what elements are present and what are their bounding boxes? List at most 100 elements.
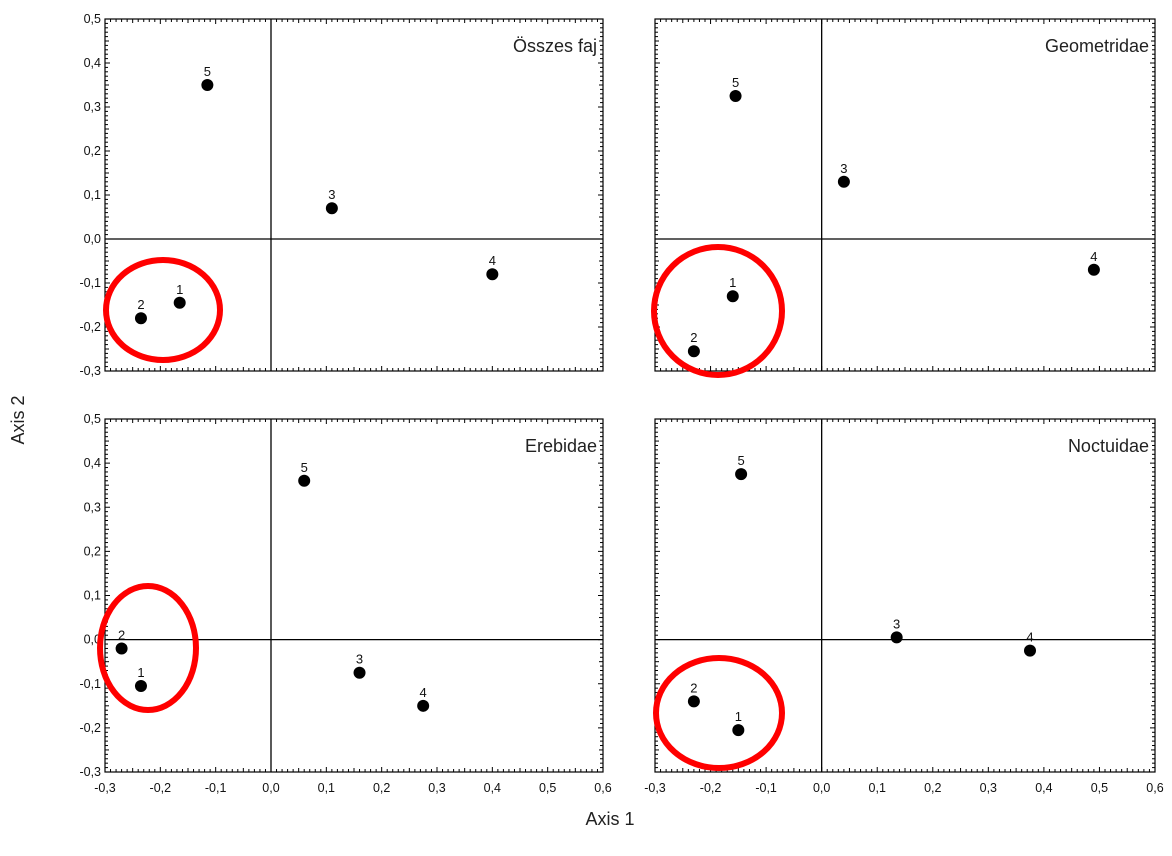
x-tick-label: 0,1 [318, 781, 335, 795]
data-point-1 [726, 290, 739, 303]
highlight-ellipse [653, 655, 785, 771]
panel-title: Noctuidae [1068, 436, 1149, 456]
data-point-5 [735, 468, 748, 481]
point-label-4: 4 [1026, 630, 1033, 645]
chart-panel-2: Geometridae 1 2 3 4 5 [651, 18, 1156, 378]
y-tick-label: 0,5 [84, 412, 101, 426]
y-tick-label: -0,2 [79, 320, 101, 334]
data-point-1 [732, 724, 745, 737]
y-tick-label: 0,2 [84, 144, 101, 158]
point-label-2: 2 [690, 330, 697, 345]
point-label-2: 2 [137, 297, 144, 312]
x-tick-label: 0,3 [428, 781, 445, 795]
chart-panel-3: -0,3 -0,2 -0,1 0,0 0,1 0,2 0,3 0,4 0,5 -0,3 -0,2 -0… [79, 412, 611, 795]
y-tick-label: 0,4 [84, 456, 101, 470]
highlight-ellipse [97, 583, 199, 713]
point-label-4: 4 [420, 685, 427, 700]
data-point-1 [173, 296, 186, 309]
x-tick-label: 0,2 [373, 781, 390, 795]
data-point-2 [687, 345, 700, 358]
panel-title: Erebidae [525, 436, 597, 456]
data-point-5 [201, 79, 214, 91]
point-label-3: 3 [328, 187, 335, 202]
panel-title: Geometridae [1045, 36, 1149, 56]
y-tick-label: 0,2 [84, 544, 101, 558]
x-tick-label: -0,1 [755, 781, 777, 795]
x-tick-label: 0,5 [1091, 781, 1108, 795]
chart-panel-4: -0,3 -0,2 -0,1 0,0 0,1 0,2 0,3 0,4 0,5 0,6 Noctuid… [644, 418, 1164, 795]
point-label-2: 2 [690, 680, 697, 695]
point-label-4: 4 [1090, 249, 1097, 264]
plot-frame [654, 18, 1156, 372]
x-tick-label: 0,1 [869, 781, 886, 795]
x-tick-label: -0,1 [205, 781, 227, 795]
point-label-5: 5 [204, 64, 211, 79]
y-tick-label: 0,4 [84, 56, 101, 70]
y-tick-label: 0,0 [84, 232, 101, 246]
x-tick-label: 0,0 [262, 781, 279, 795]
point-label-1: 1 [735, 709, 742, 724]
x-tick-label: 0,5 [539, 781, 556, 795]
data-point-3 [890, 631, 903, 644]
x-axis-title: Axis 1 [585, 809, 634, 829]
data-point-4 [1087, 263, 1100, 276]
point-label-1: 1 [176, 282, 183, 297]
plot-frame [654, 418, 1156, 773]
panel-title: Összes faj [513, 36, 597, 56]
highlight-ellipse [103, 257, 223, 363]
point-label-5: 5 [737, 453, 744, 468]
data-point-1 [134, 679, 147, 692]
y-tick-label: 0,1 [84, 188, 101, 202]
point-label-4: 4 [489, 253, 496, 268]
data-point-4 [486, 268, 499, 281]
point-label-1: 1 [729, 275, 736, 290]
data-point-2 [115, 642, 128, 655]
tick-marks [104, 418, 604, 773]
y-tick-label: 0,1 [84, 589, 101, 603]
y-tick-label: -0,2 [79, 721, 101, 735]
x-tick-label: 0,0 [813, 781, 830, 795]
x-tick-label: 0,4 [1035, 781, 1052, 795]
data-point-5 [729, 90, 742, 102]
x-tick-label: 0,3 [980, 781, 997, 795]
point-label-5: 5 [301, 460, 308, 475]
tick-marks [104, 18, 604, 372]
y-tick-label: -0,1 [79, 276, 101, 290]
point-label-3: 3 [893, 616, 900, 631]
panels: -0,3 -0,2 -0,1 0,0 0,1 0,2 0,3 0,4 0,5 Összes faj… [79, 12, 1163, 795]
point-label-2: 2 [118, 627, 125, 642]
y-tick-label: -0,1 [79, 677, 101, 691]
data-point-2 [134, 312, 147, 325]
data-point-4 [1024, 644, 1036, 657]
x-tick-label: -0,3 [94, 781, 116, 795]
x-tick-label: -0,2 [150, 781, 172, 795]
x-tick-label: -0,2 [700, 781, 722, 795]
point-label-5: 5 [732, 75, 739, 90]
x-tick-label: 0,6 [594, 781, 611, 795]
y-tick-label: -0,3 [79, 364, 101, 378]
y-tick-label: 0,3 [84, 500, 101, 514]
data-point-3 [325, 202, 338, 215]
point-label-1: 1 [137, 665, 144, 680]
point-label-3: 3 [356, 652, 363, 667]
x-tick-label: 0,6 [1146, 781, 1163, 795]
data-point-5 [298, 474, 311, 487]
x-tick-label: 0,2 [924, 781, 941, 795]
data-point-3 [837, 175, 850, 188]
y-tick-label: -0,3 [79, 765, 101, 779]
plot-frame [104, 418, 604, 773]
y-tick-label: 0,3 [84, 100, 101, 114]
data-point-3 [353, 666, 366, 679]
y-tick-label: 0,5 [84, 12, 101, 26]
data-point-4 [417, 699, 430, 712]
highlight-ellipse [651, 244, 785, 378]
plot-frame [104, 18, 604, 372]
x-tick-label: 0,4 [484, 781, 501, 795]
tick-marks [654, 418, 1156, 773]
y-axis-title: Axis 2 [8, 395, 28, 444]
x-tick-label: -0,3 [644, 781, 666, 795]
y-tick-label: 0,0 [84, 633, 101, 647]
point-label-3: 3 [840, 161, 847, 176]
tick-marks [654, 18, 1156, 372]
